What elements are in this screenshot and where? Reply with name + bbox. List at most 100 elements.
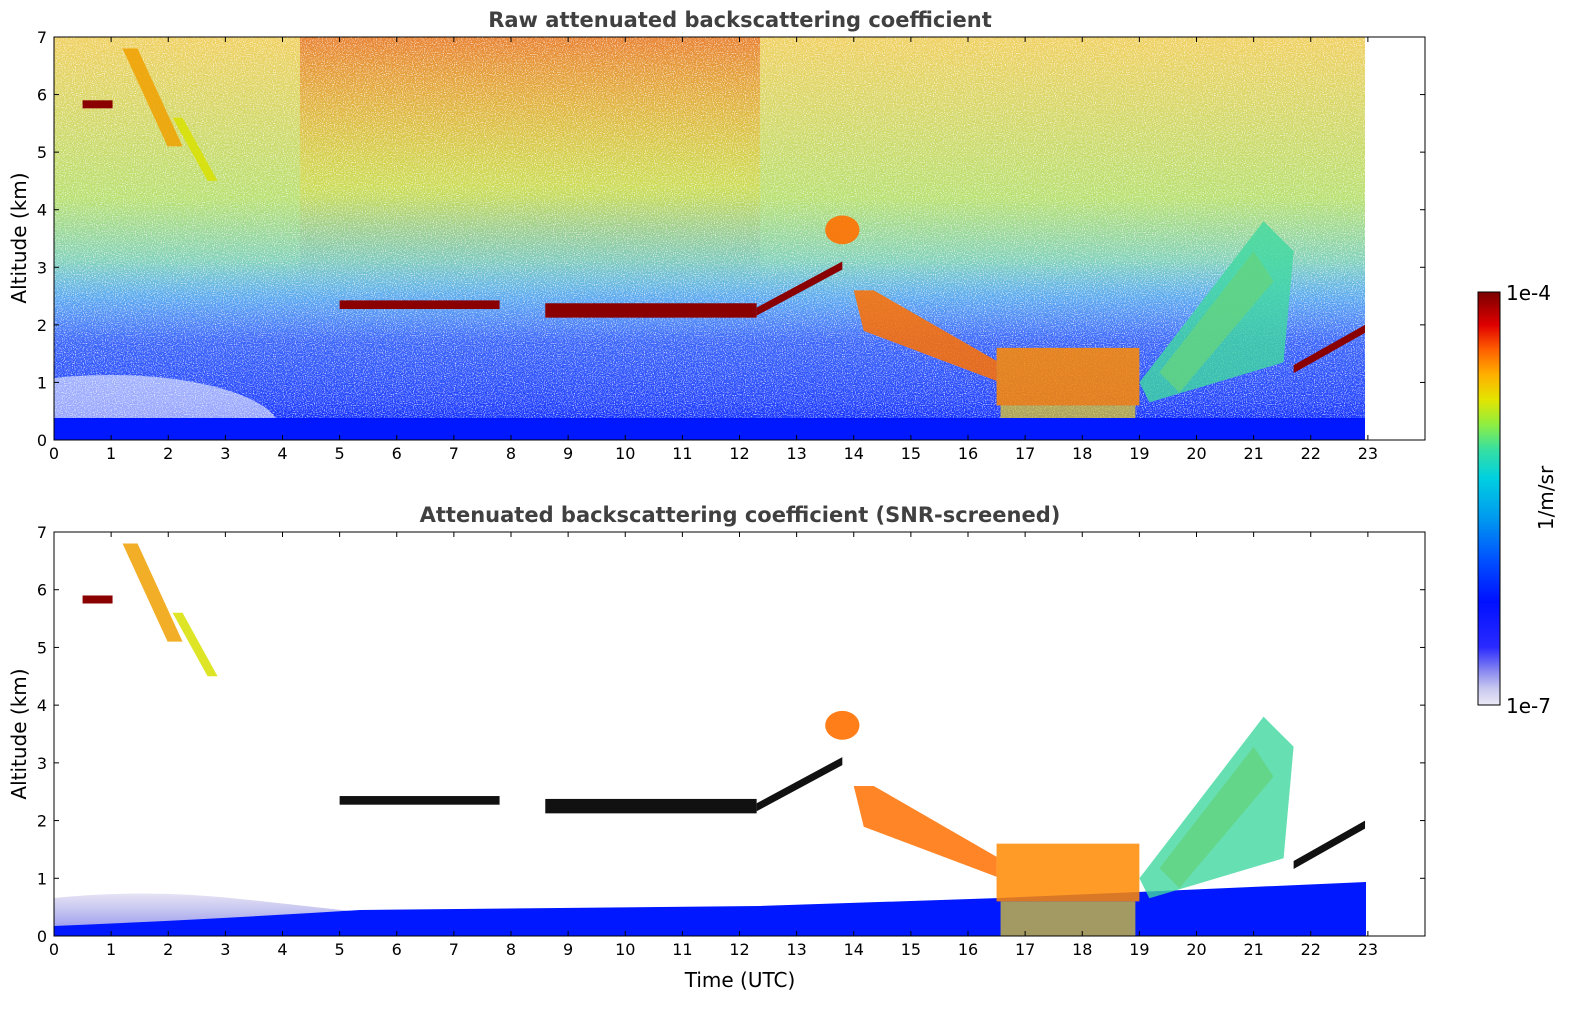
x-tick-label: 12	[729, 940, 749, 959]
x-tick-label: 2	[163, 940, 173, 959]
x-tick-label: 5	[335, 940, 345, 959]
panel1-ylabel: Altitude (km)	[7, 172, 31, 303]
y-tick-label: 5	[37, 143, 47, 162]
panel1-title: Raw attenuated backscattering coefficien…	[488, 8, 992, 32]
cloud-layer-mark	[1293, 324, 1366, 374]
panel2-axes: 0 1 2 3 4 5 6 7 8 9 10 11 12 13 14 15 16 17 18 19 20 21 22 2301…	[37, 523, 1425, 959]
y-tick-label: 6	[37, 86, 47, 105]
y-tick-label: 0	[37, 927, 47, 946]
x-tick-label: 8	[506, 940, 516, 959]
x-tick-label: 0	[49, 444, 59, 463]
cirrus-mark	[122, 543, 183, 642]
x-tick-label: 23	[1358, 940, 1378, 959]
y-tick-label: 5	[37, 638, 47, 657]
x-tick-label: 22	[1301, 444, 1321, 463]
x-tick-label: 3	[220, 444, 230, 463]
x-tick-label: 9	[563, 940, 573, 959]
x-tick-label: 13	[786, 940, 806, 959]
x-tick-label: 19	[1129, 940, 1149, 959]
cloud-patch-mark	[825, 710, 860, 740]
x-tick-label: 22	[1301, 940, 1321, 959]
cirrus-mark	[122, 48, 183, 147]
x-tick-label: 0	[49, 940, 59, 959]
panel2-ylabel: Altitude (km)	[7, 668, 31, 799]
x-tick-label: 18	[1072, 444, 1092, 463]
panel2-xlabel: Time (UTC)	[684, 968, 796, 992]
x-tick-label: 11	[672, 444, 692, 463]
thick-layer-mark	[996, 843, 1140, 902]
x-tick-label: 2	[163, 444, 173, 463]
x-tick-label: 6	[392, 444, 402, 463]
x-tick-label: 10	[615, 940, 635, 959]
cloud-layer-mark	[1293, 820, 1366, 869]
x-tick-label: 1	[106, 444, 116, 463]
cirrus-fallstreak	[172, 612, 218, 677]
cloud-layer-mark	[339, 796, 500, 805]
x-tick-label: 17	[1015, 444, 1035, 463]
x-tick-label: 14	[844, 940, 864, 959]
x-tick-label: 11	[672, 940, 692, 959]
y-tick-label: 1	[37, 869, 47, 888]
x-tick-label: 15	[901, 444, 921, 463]
x-tick-label: 10	[615, 444, 635, 463]
x-tick-label: 14	[844, 444, 864, 463]
cirrus-fallstreak	[172, 117, 218, 181]
cloud-layer-mark	[545, 798, 757, 814]
panel2-title: Attenuated backscattering coefficient (S…	[420, 503, 1061, 527]
rising-layer-mark	[1139, 716, 1294, 899]
y-tick-label: 2	[37, 316, 47, 335]
y-tick-label: 7	[37, 28, 47, 47]
cirrus-core	[82, 595, 113, 604]
y-tick-label: 6	[37, 581, 47, 600]
x-tick-label: 20	[1186, 444, 1206, 463]
y-tick-label: 0	[37, 431, 47, 450]
raw-backscatter-panel: Raw attenuated backscattering coefficien…	[7, 8, 1426, 463]
y-tick-label: 4	[37, 201, 47, 220]
x-tick-label: 3	[220, 940, 230, 959]
x-tick-label: 15	[901, 940, 921, 959]
colorbar-scale	[1477, 291, 1501, 706]
x-tick-label: 7	[449, 444, 459, 463]
x-tick-label: 16	[958, 940, 978, 959]
cloud-layer-mark	[756, 757, 843, 812]
x-tick-label: 17	[1015, 940, 1035, 959]
precipitation-streaks	[1000, 901, 1136, 936]
no-data-region	[1365, 37, 1425, 440]
x-tick-label: 18	[1072, 940, 1092, 959]
y-tick-label: 1	[37, 373, 47, 392]
y-tick-label: 3	[37, 258, 47, 277]
x-tick-label: 19	[1129, 444, 1149, 463]
descending-layer-mark	[853, 290, 997, 381]
x-tick-label: 6	[392, 940, 402, 959]
x-tick-label: 5	[335, 444, 345, 463]
x-tick-label: 20	[1186, 940, 1206, 959]
x-tick-label: 9	[563, 444, 573, 463]
x-tick-label: 12	[729, 444, 749, 463]
x-tick-label: 21	[1243, 444, 1263, 463]
x-tick-label: 21	[1243, 940, 1263, 959]
cloud-layer-mark	[756, 261, 843, 316]
y-tick-label: 4	[37, 696, 47, 715]
cirrus-core	[82, 100, 113, 109]
x-tick-label: 4	[277, 444, 287, 463]
y-tick-label: 2	[37, 812, 47, 831]
x-tick-label: 1	[106, 940, 116, 959]
thick-layer-mark	[996, 347, 1140, 406]
colorbar-unit-label: 1/m/sr	[1534, 465, 1558, 530]
rising-layer-mark	[1139, 221, 1294, 403]
x-tick-label: 23	[1358, 444, 1378, 463]
x-tick-label: 16	[958, 444, 978, 463]
y-tick-label: 7	[37, 523, 47, 542]
colorbar-min-label: 1e-7	[1506, 694, 1551, 718]
x-tick-label: 4	[277, 940, 287, 959]
colorbar: 1e-4 1e-7 1/m/sr	[1477, 281, 1558, 718]
cloud-patch-mark	[825, 215, 860, 245]
colorbar-max-label: 1e-4	[1506, 281, 1551, 305]
descending-layer-mark	[853, 785, 997, 877]
screened-features	[82, 543, 1366, 936]
x-tick-label: 13	[786, 444, 806, 463]
snr-screened-panel: Attenuated backscattering coefficient (S…	[7, 503, 1426, 992]
y-tick-label: 3	[37, 754, 47, 773]
x-tick-label: 8	[506, 444, 516, 463]
